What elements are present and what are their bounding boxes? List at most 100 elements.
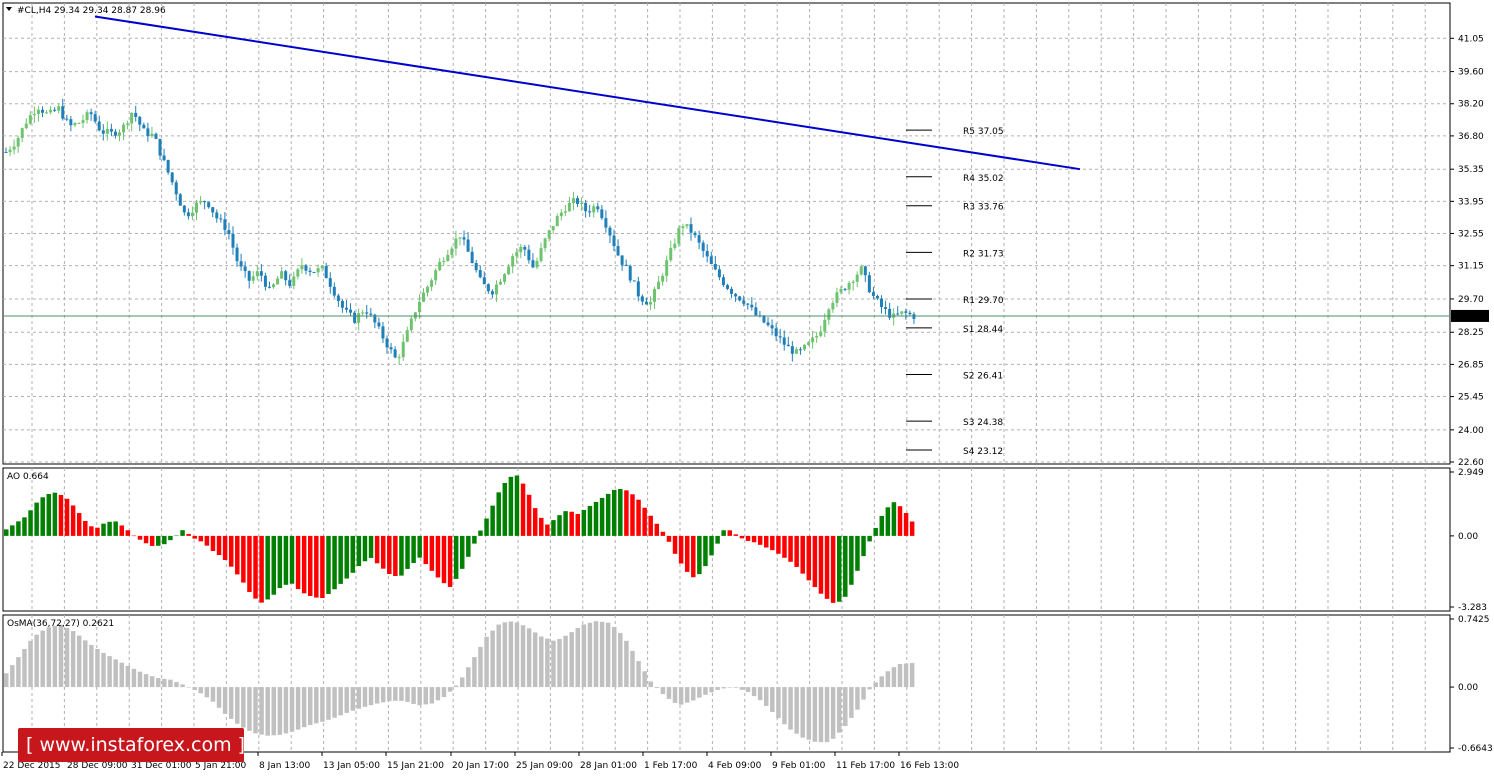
osma-y-tick: 0.00 — [1458, 683, 1478, 693]
candle-body — [559, 212, 563, 217]
osma-bar — [156, 678, 161, 688]
candle-body — [308, 270, 312, 272]
candle-body — [527, 249, 531, 261]
osma-bar — [34, 634, 39, 688]
candle-body — [912, 314, 916, 319]
osma-bar — [447, 687, 453, 692]
candle-body — [280, 271, 284, 279]
ao-bar — [34, 502, 39, 536]
osma-bar — [137, 671, 143, 688]
osma-bar — [380, 687, 386, 703]
candle-body — [851, 281, 855, 284]
osma-bar — [314, 687, 319, 724]
ao-bar — [520, 483, 526, 536]
osma-bar — [709, 687, 714, 693]
candle-body — [535, 261, 539, 268]
candle-body — [430, 280, 434, 287]
candle-body — [57, 106, 61, 111]
candle-body — [604, 218, 608, 228]
osma-bar — [332, 687, 337, 718]
osma-bar — [691, 687, 696, 701]
candle-body — [97, 121, 101, 131]
ao-bar — [28, 510, 33, 536]
pivot-label: R2 31.73 — [963, 249, 1004, 259]
osma-bar — [478, 646, 483, 688]
osma-bar — [40, 630, 45, 688]
candle-body — [466, 239, 470, 252]
candle-body — [219, 218, 223, 220]
candle-body — [717, 269, 721, 278]
x-tick-label: 9 Feb 01:00 — [772, 761, 826, 771]
y-tick-label: 31.15 — [1458, 262, 1484, 272]
osma-bar — [58, 624, 64, 688]
osma-bar — [180, 684, 185, 688]
osma-bar — [502, 622, 508, 688]
ao-bar — [113, 521, 118, 536]
osma-bar — [168, 679, 173, 688]
candle-body — [53, 109, 57, 111]
ao-bar — [745, 535, 751, 541]
osma-bar — [417, 687, 422, 706]
candle-body — [823, 319, 827, 332]
ao-bar — [715, 535, 720, 544]
ao-bar — [447, 535, 453, 587]
candle-body — [462, 237, 466, 240]
osma-bar — [64, 627, 70, 688]
osma-bar — [162, 678, 167, 688]
ao-bar — [46, 494, 52, 536]
candle-body — [620, 255, 624, 265]
ao-bar — [782, 535, 787, 558]
osma-bar — [411, 687, 416, 704]
osma-bar — [514, 622, 520, 688]
osma-bar — [131, 668, 137, 688]
y-tick-label: 35.35 — [1458, 165, 1484, 175]
candle-body — [243, 266, 247, 272]
osma-bar — [441, 687, 447, 698]
ao-bar — [557, 515, 562, 536]
candle-body — [786, 344, 790, 347]
ao-bar — [691, 535, 696, 578]
osma-bar — [10, 665, 15, 688]
candle-body — [644, 301, 648, 305]
candle-body — [835, 292, 839, 303]
ao-bar — [891, 502, 897, 536]
ao-bar — [168, 535, 173, 541]
osma-bar — [247, 687, 252, 731]
osma-bar — [557, 638, 562, 688]
candle-body — [567, 202, 571, 212]
osma-bar — [782, 687, 787, 725]
ao-bar — [289, 535, 295, 584]
osma-bar — [612, 626, 617, 688]
candle-body — [908, 312, 912, 315]
panel-3 — [2, 614, 1451, 753]
osma-bar — [587, 622, 593, 688]
candle-body — [162, 155, 166, 161]
ao-bar — [423, 535, 428, 565]
y-tick-label: 41.05 — [1458, 34, 1484, 44]
ao-bar — [192, 535, 197, 539]
osma-bar — [520, 625, 526, 688]
osma-bar — [320, 687, 325, 722]
osma-bar — [830, 687, 836, 739]
osma-bar — [849, 687, 854, 718]
ao-bar — [508, 476, 514, 536]
ao-bar — [861, 535, 866, 557]
ao-bar — [368, 535, 374, 558]
x-tick-label: 11 Feb 17:00 — [836, 761, 895, 771]
ao-bar — [393, 535, 398, 576]
osma-bar — [4, 673, 9, 688]
instaforex-logo[interactable]: [ www.instaforex.com ] — [18, 728, 245, 762]
candle-body — [576, 198, 580, 204]
ao-bar — [569, 511, 574, 536]
candle-body — [389, 347, 393, 350]
candle-body — [657, 281, 661, 290]
candle-body — [709, 256, 713, 264]
candle-body — [426, 286, 430, 293]
candle-body — [713, 263, 717, 270]
osma-bar — [496, 624, 501, 688]
candle-body — [782, 337, 786, 345]
candle-body — [174, 182, 178, 195]
ao-bar — [466, 535, 471, 557]
candle-body — [235, 247, 239, 262]
y-tick-label: 25.45 — [1458, 393, 1484, 403]
